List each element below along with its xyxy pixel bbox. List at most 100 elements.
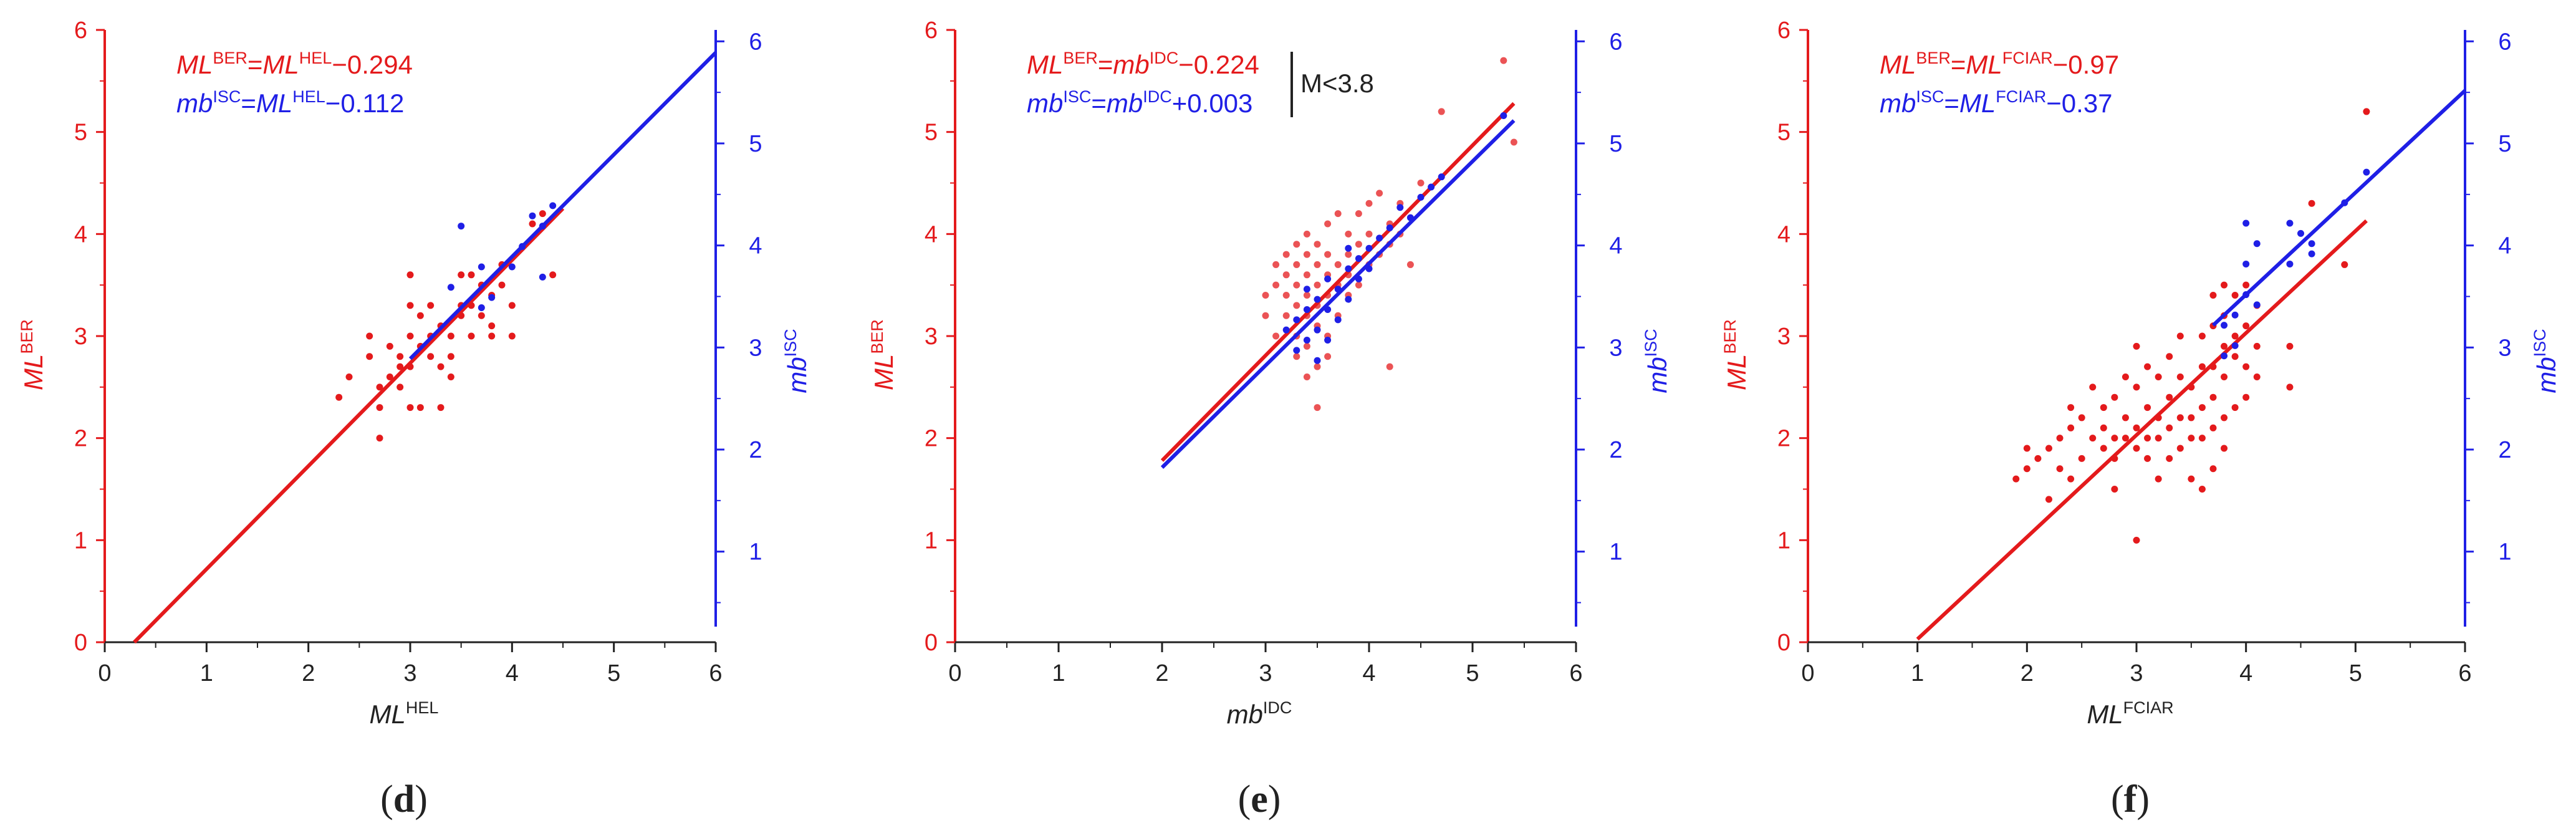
data-point [2067,475,2075,483]
data-point [1396,204,1404,211]
data-point [2144,455,2151,462]
data-point [376,383,383,391]
data-point [2253,301,2261,309]
x-tick-label: 4 [1362,660,1375,686]
right-y-tick-label: 2 [2498,437,2511,463]
data-point [2209,465,2217,473]
data-point [1376,190,1383,197]
data-point [2242,260,2250,267]
data-point [447,284,454,291]
data-point [2176,373,2184,380]
data-point [1314,363,1321,370]
data-point [549,202,557,210]
data-point [2221,352,2228,360]
data-point [1355,255,1362,262]
series-blue [408,51,718,360]
data-point [1355,281,1362,289]
regression-line-blue [408,51,718,360]
data-point [1500,112,1507,119]
data-point [1282,271,1290,279]
right-y-tick-label: 5 [1609,131,1622,157]
data-point [488,332,496,340]
data-point [2198,404,2206,412]
data-point [458,223,465,230]
left-y-tick-label: 4 [74,221,87,248]
right-y-tick-label: 1 [1609,539,1622,566]
x-tick-label: 2 [1155,660,1168,686]
data-point [406,332,414,340]
right-y-tick-label: 4 [749,233,762,259]
data-point [478,312,485,319]
data-point [2308,200,2315,207]
data-point [1282,292,1290,299]
data-point [1334,316,1342,324]
chart-panel-e: 0 1 2 3 4 5 6 0 1 2 3 4 5 6 1 2 3 4 5 6 mbIDC MLBER mbISC MLBER… [868,17,1672,821]
data-point [2286,342,2294,350]
data-point [2286,383,2294,391]
data-point [2166,424,2173,431]
data-point [2308,250,2315,258]
data-point [2122,414,2129,421]
data-point [2133,342,2140,350]
left-y-tick-label: 6 [1777,17,1790,44]
data-point [376,435,383,442]
data-point [1500,57,1507,64]
x-axis-title: MLFCIAR [2087,698,2173,729]
data-point [2242,393,2250,401]
left-y-tick-label: 0 [1777,630,1790,656]
data-point [345,373,353,380]
data-point [2231,342,2239,349]
data-point [2221,342,2228,350]
data-point [1293,261,1300,268]
data-point [1334,210,1342,218]
data-point [2111,435,2118,442]
data-point [1324,353,1332,360]
data-point [2363,168,2370,176]
x-tick-label: 6 [1569,660,1582,686]
data-point [2209,292,2217,299]
data-point [2253,373,2261,380]
data-point [1314,357,1321,364]
x-tick-label: 1 [1052,660,1065,686]
x-tick-label: 0 [98,660,111,686]
data-point [1314,241,1321,248]
series-blue [2211,89,2467,360]
right-y-tick-label: 5 [2498,131,2511,157]
equation-blue: mbISC=MLHEL−0.112 [176,87,404,118]
series-blue [1160,112,1516,469]
data-point [1324,220,1332,228]
data-point [478,304,485,312]
right-y-tick-label: 4 [1609,233,1622,259]
left-y-tick-label: 6 [74,17,87,44]
right-y-axis-title: mbISC [781,329,812,393]
regression-line-red [1160,102,1516,462]
left-y-tick-label: 3 [1777,324,1790,350]
left-y-tick-label: 3 [74,324,87,350]
data-point [2067,404,2075,412]
data-point [2176,414,2184,421]
data-point [2341,261,2348,268]
data-point [1406,261,1414,268]
left-y-tick-label: 6 [925,17,938,44]
data-point [2100,404,2107,412]
data-point [2166,393,2173,401]
data-point [539,273,546,281]
right-y-tick-label: 5 [749,131,762,157]
regression-line-red [133,207,565,644]
data-point [2067,424,2075,431]
data-point [2198,486,2206,493]
regression-line-red [1916,219,2368,641]
data-point [427,302,435,309]
left-y-tick-label: 3 [925,324,938,350]
data-point [1293,281,1300,289]
data-point [2023,465,2031,473]
left-y-axis-title: MLBER [1721,319,1751,390]
data-point [396,363,404,370]
data-point [1365,200,1373,207]
data-point [508,263,516,271]
data-point [406,404,414,412]
data-point [2155,373,2162,380]
left-y-tick-label: 2 [1777,426,1790,452]
data-point [2286,219,2294,227]
